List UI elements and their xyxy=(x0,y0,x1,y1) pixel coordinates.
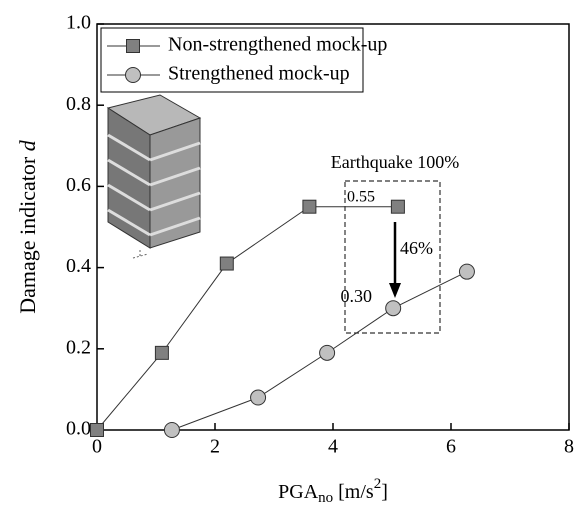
legend-marker xyxy=(127,40,140,53)
chart: PGAno [m/s2] Damage indicator d 0 2 4 6 8 0.0… xyxy=(0,0,581,510)
data-point xyxy=(320,345,335,360)
x-tick-label: 2 xyxy=(210,436,220,458)
data-point xyxy=(91,424,104,437)
data-point xyxy=(155,346,168,359)
data-point xyxy=(251,390,266,405)
annotation: 0.55 xyxy=(347,189,375,206)
legend-marker xyxy=(126,68,141,83)
annotation: 46% xyxy=(400,238,433,258)
legend-label: Non-strengthened mock-up xyxy=(168,34,387,56)
data-point xyxy=(386,301,401,316)
data-point xyxy=(303,200,316,213)
x-tick-label: 6 xyxy=(446,436,456,458)
y-tick-label: 1.0 xyxy=(66,12,91,34)
inset-model xyxy=(108,95,200,258)
y-tick-label: 0.0 xyxy=(66,418,91,440)
x-tick-label: 0 xyxy=(92,436,102,458)
data-point xyxy=(164,423,179,438)
x-axis-label: PGAno [m/s2] xyxy=(278,476,388,506)
x-tick-label: 4 xyxy=(328,436,338,458)
arrow-head xyxy=(389,283,401,298)
y-tick-label: 0.6 xyxy=(66,174,91,196)
data-point xyxy=(391,200,404,213)
x-tick-label: 8 xyxy=(564,436,574,458)
annotation: 0.30 xyxy=(341,286,373,306)
annotation: Earthquake 100% xyxy=(331,152,459,172)
legend: Non-strengthened mock-up Strengthened moc… xyxy=(101,28,387,92)
y-tick-label: 0.4 xyxy=(66,255,91,277)
legend-label: Strengthened mock-up xyxy=(168,63,350,85)
y-tick-label: 0.2 xyxy=(66,336,91,358)
y-axis-label: Damage indicator d xyxy=(15,139,40,314)
data-point xyxy=(220,257,233,270)
data-point xyxy=(459,264,474,279)
y-tick-label: 0.8 xyxy=(66,93,91,115)
